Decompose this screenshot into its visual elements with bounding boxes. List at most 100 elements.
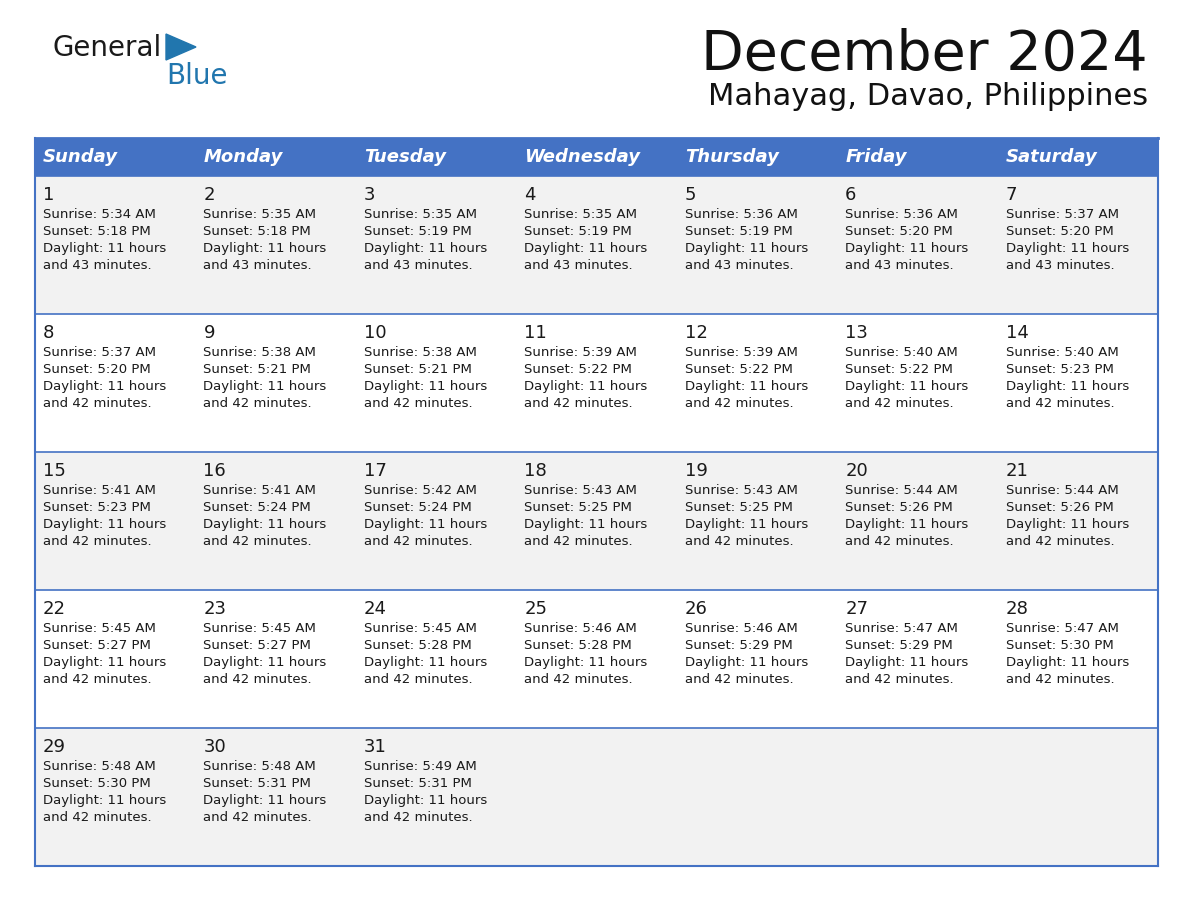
Text: and 43 minutes.: and 43 minutes.	[203, 259, 312, 272]
Text: Sunset: 5:26 PM: Sunset: 5:26 PM	[845, 501, 953, 514]
Text: and 43 minutes.: and 43 minutes.	[364, 259, 473, 272]
Text: and 42 minutes.: and 42 minutes.	[203, 397, 312, 410]
Text: Sunrise: 5:45 AM: Sunrise: 5:45 AM	[364, 622, 476, 635]
Text: Sunrise: 5:38 AM: Sunrise: 5:38 AM	[203, 346, 316, 359]
Text: and 42 minutes.: and 42 minutes.	[524, 535, 633, 548]
Text: Sunrise: 5:46 AM: Sunrise: 5:46 AM	[524, 622, 637, 635]
Text: Sunrise: 5:45 AM: Sunrise: 5:45 AM	[43, 622, 156, 635]
Text: Saturday: Saturday	[1005, 148, 1098, 166]
Text: Sunset: 5:21 PM: Sunset: 5:21 PM	[364, 363, 472, 376]
Text: 24: 24	[364, 600, 387, 618]
Text: and 43 minutes.: and 43 minutes.	[845, 259, 954, 272]
Text: 5: 5	[684, 186, 696, 204]
Text: Daylight: 11 hours: Daylight: 11 hours	[845, 380, 968, 393]
Text: Sunset: 5:22 PM: Sunset: 5:22 PM	[524, 363, 632, 376]
Text: Daylight: 11 hours: Daylight: 11 hours	[524, 518, 647, 531]
Text: Sunrise: 5:39 AM: Sunrise: 5:39 AM	[684, 346, 797, 359]
Text: Sunrise: 5:43 AM: Sunrise: 5:43 AM	[524, 484, 637, 497]
Text: Daylight: 11 hours: Daylight: 11 hours	[1005, 656, 1129, 669]
Text: Daylight: 11 hours: Daylight: 11 hours	[684, 242, 808, 255]
Text: 10: 10	[364, 324, 386, 342]
Text: Daylight: 11 hours: Daylight: 11 hours	[845, 242, 968, 255]
Text: Mahayag, Davao, Philippines: Mahayag, Davao, Philippines	[708, 82, 1148, 111]
Text: Sunday: Sunday	[43, 148, 118, 166]
Text: 22: 22	[43, 600, 67, 618]
Text: Daylight: 11 hours: Daylight: 11 hours	[524, 380, 647, 393]
Bar	[34, 314, 1158, 452]
Text: Daylight: 11 hours: Daylight: 11 hours	[684, 380, 808, 393]
Text: and 42 minutes.: and 42 minutes.	[684, 535, 794, 548]
Text: 29: 29	[43, 738, 67, 756]
Text: Sunset: 5:26 PM: Sunset: 5:26 PM	[1005, 501, 1113, 514]
Text: 3: 3	[364, 186, 375, 204]
Text: 15: 15	[43, 462, 65, 480]
Text: and 42 minutes.: and 42 minutes.	[524, 673, 633, 686]
Text: Sunrise: 5:47 AM: Sunrise: 5:47 AM	[845, 622, 958, 635]
Text: 27: 27	[845, 600, 868, 618]
Text: Sunset: 5:28 PM: Sunset: 5:28 PM	[524, 639, 632, 652]
Text: Daylight: 11 hours: Daylight: 11 hours	[845, 656, 968, 669]
Text: and 42 minutes.: and 42 minutes.	[845, 535, 954, 548]
Text: Sunset: 5:24 PM: Sunset: 5:24 PM	[364, 501, 472, 514]
Text: Sunrise: 5:46 AM: Sunrise: 5:46 AM	[684, 622, 797, 635]
Polygon shape	[166, 34, 196, 60]
Text: Sunset: 5:20 PM: Sunset: 5:20 PM	[1005, 225, 1113, 238]
Text: and 43 minutes.: and 43 minutes.	[1005, 259, 1114, 272]
Text: 11: 11	[524, 324, 546, 342]
Text: 23: 23	[203, 600, 227, 618]
Text: 28: 28	[1005, 600, 1029, 618]
Text: Sunrise: 5:37 AM: Sunrise: 5:37 AM	[43, 346, 156, 359]
Text: General: General	[52, 34, 162, 62]
Text: Daylight: 11 hours: Daylight: 11 hours	[43, 794, 166, 807]
Text: Daylight: 11 hours: Daylight: 11 hours	[203, 794, 327, 807]
Text: Sunrise: 5:36 AM: Sunrise: 5:36 AM	[845, 208, 958, 221]
Text: and 42 minutes.: and 42 minutes.	[1005, 397, 1114, 410]
Text: 20: 20	[845, 462, 868, 480]
Text: Sunrise: 5:41 AM: Sunrise: 5:41 AM	[203, 484, 316, 497]
Text: Monday: Monday	[203, 148, 283, 166]
Text: Wednesday: Wednesday	[524, 148, 640, 166]
Text: Daylight: 11 hours: Daylight: 11 hours	[684, 518, 808, 531]
Text: 9: 9	[203, 324, 215, 342]
Text: 21: 21	[1005, 462, 1029, 480]
Text: Daylight: 11 hours: Daylight: 11 hours	[364, 656, 487, 669]
Text: Sunrise: 5:41 AM: Sunrise: 5:41 AM	[43, 484, 156, 497]
Text: Daylight: 11 hours: Daylight: 11 hours	[43, 656, 166, 669]
Text: 31: 31	[364, 738, 387, 756]
Text: Sunrise: 5:40 AM: Sunrise: 5:40 AM	[1005, 346, 1118, 359]
Text: Sunrise: 5:44 AM: Sunrise: 5:44 AM	[1005, 484, 1118, 497]
Text: Thursday: Thursday	[684, 148, 778, 166]
Text: Sunset: 5:19 PM: Sunset: 5:19 PM	[364, 225, 472, 238]
Text: 25: 25	[524, 600, 548, 618]
Text: 26: 26	[684, 600, 708, 618]
Text: Sunrise: 5:44 AM: Sunrise: 5:44 AM	[845, 484, 958, 497]
Text: 8: 8	[43, 324, 55, 342]
Text: Sunset: 5:28 PM: Sunset: 5:28 PM	[364, 639, 472, 652]
Text: and 42 minutes.: and 42 minutes.	[203, 811, 312, 824]
Bar	[34, 176, 1158, 314]
Text: Daylight: 11 hours: Daylight: 11 hours	[43, 518, 166, 531]
Text: Daylight: 11 hours: Daylight: 11 hours	[203, 656, 327, 669]
Text: Daylight: 11 hours: Daylight: 11 hours	[43, 380, 166, 393]
Text: Sunrise: 5:38 AM: Sunrise: 5:38 AM	[364, 346, 476, 359]
Text: and 43 minutes.: and 43 minutes.	[684, 259, 794, 272]
Text: Sunrise: 5:35 AM: Sunrise: 5:35 AM	[524, 208, 637, 221]
Text: Friday: Friday	[845, 148, 906, 166]
Text: and 42 minutes.: and 42 minutes.	[845, 397, 954, 410]
Text: Daylight: 11 hours: Daylight: 11 hours	[43, 242, 166, 255]
Text: and 42 minutes.: and 42 minutes.	[364, 397, 473, 410]
Text: and 43 minutes.: and 43 minutes.	[524, 259, 633, 272]
Text: 4: 4	[524, 186, 536, 204]
Bar	[34, 452, 1158, 590]
Bar	[34, 590, 1158, 728]
Text: and 42 minutes.: and 42 minutes.	[203, 673, 312, 686]
Text: Sunrise: 5:48 AM: Sunrise: 5:48 AM	[43, 760, 156, 773]
Text: Sunset: 5:23 PM: Sunset: 5:23 PM	[43, 501, 151, 514]
Text: Daylight: 11 hours: Daylight: 11 hours	[203, 380, 327, 393]
Text: 1: 1	[43, 186, 55, 204]
Text: Sunrise: 5:40 AM: Sunrise: 5:40 AM	[845, 346, 958, 359]
Text: and 42 minutes.: and 42 minutes.	[43, 811, 152, 824]
Text: Sunrise: 5:39 AM: Sunrise: 5:39 AM	[524, 346, 637, 359]
Text: Sunset: 5:31 PM: Sunset: 5:31 PM	[364, 777, 472, 790]
Text: Daylight: 11 hours: Daylight: 11 hours	[845, 518, 968, 531]
